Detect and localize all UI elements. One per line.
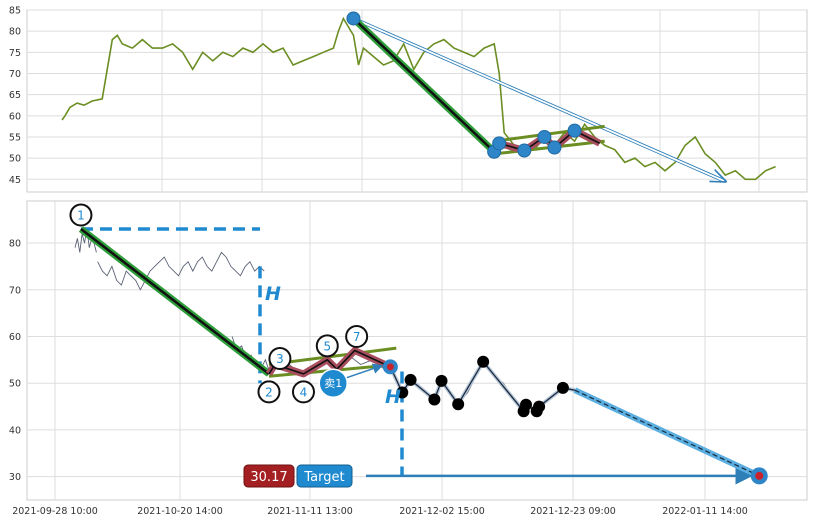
pivot-label: 4 — [300, 385, 308, 399]
down-leg — [80, 228, 270, 375]
detail-price-line — [97, 251, 265, 291]
overview-pivot-marker — [567, 123, 582, 138]
overview-pivot-marker — [346, 11, 361, 26]
detail-y-tick-label: 30 — [9, 472, 21, 483]
breakout-point — [386, 363, 394, 371]
pivot-label-circle — [268, 347, 292, 371]
sell-signal-label: 卖1 — [324, 377, 342, 390]
overview-pivot-marker — [517, 143, 532, 158]
target-value-box — [243, 464, 295, 488]
overview-down-leg — [352, 17, 496, 153]
pivot-label: 2 — [265, 385, 273, 399]
target-value: 30.17 — [250, 470, 287, 485]
projection-marker — [396, 386, 409, 399]
pivot-label: 7 — [353, 330, 361, 344]
overview-grid — [27, 9, 807, 192]
overview-panel: 45 50 55 60 65 70 75 80 85 — [9, 6, 808, 193]
overview-y-tick-label: 55 — [9, 132, 21, 143]
detail-pivot-points: 1 2 3 4 5 7 — [69, 203, 369, 404]
sell-signal: 卖1 — [318, 368, 348, 398]
target-leg — [574, 389, 760, 477]
target-label-box — [296, 464, 353, 488]
detail-x-axis: 2021-09-28 10:00 2021-10-20 14:00 2021-11-… — [12, 506, 748, 517]
overview-y-axis: 45 50 55 60 65 70 75 80 85 — [9, 6, 21, 186]
detail-x-tick-label: 2021-11-11 13:00 — [267, 506, 353, 517]
detail-grid — [27, 201, 807, 500]
pivot-label: 3 — [276, 352, 284, 366]
projection-marker — [435, 374, 448, 387]
detail-y-tick-label: 70 — [9, 285, 21, 296]
detail-y-tick-label: 40 — [9, 425, 21, 436]
target-badge: 30.17 Target — [243, 464, 353, 488]
overview-y-tick-label: 85 — [9, 6, 21, 17]
detail-x-tick-label: 2021-12-23 09:00 — [530, 506, 616, 517]
projection-marker — [404, 373, 417, 386]
pivot-label-circle — [291, 380, 315, 404]
overview-pivot-marker — [492, 136, 507, 151]
pivot-label-circle — [315, 334, 339, 358]
detail-panel: 30 40 50 60 70 80 2021-09-28 10:00 2021-10-20 … — [9, 200, 808, 517]
projection-marker — [452, 398, 465, 411]
overview-pivot-marker — [547, 140, 562, 155]
target-point — [755, 471, 764, 480]
projection-marker — [533, 400, 546, 413]
height-label-upper: H — [265, 283, 281, 305]
overview-y-tick-label: 75 — [9, 48, 21, 59]
projection-marker — [477, 355, 490, 368]
projection-marker — [556, 381, 569, 394]
pivot-label: 5 — [323, 339, 331, 353]
overview-y-tick-label: 50 — [9, 154, 21, 165]
detail-y-tick-label: 50 — [9, 379, 21, 390]
detail-pattern — [78, 226, 768, 485]
overview-y-tick-label: 45 — [9, 175, 21, 186]
pivot-label: 1 — [77, 209, 85, 223]
overview-y-tick-label: 70 — [9, 69, 21, 80]
projection-marker — [428, 393, 441, 406]
height-label-lower: H — [385, 386, 401, 408]
detail-y-tick-label: 80 — [9, 239, 21, 250]
overview-y-tick-label: 80 — [9, 27, 21, 38]
sell-signal-marker — [318, 368, 348, 398]
overview-pattern — [346, 11, 726, 184]
projection-marker — [520, 398, 533, 411]
detail-y-tick-label: 60 — [9, 332, 21, 343]
pivot-label-circle — [69, 203, 93, 227]
overview-y-tick-label: 65 — [9, 90, 21, 101]
detail-plot-area — [26, 200, 808, 501]
overview-pivot-marker — [537, 129, 552, 144]
sell-signal-arrow — [344, 363, 384, 379]
overview-target-line — [353, 17, 726, 182]
detail-x-tick-label: 2021-09-28 10:00 — [12, 506, 98, 517]
target-label: Target — [303, 470, 344, 485]
overview-y-tick-label: 60 — [9, 111, 21, 122]
detail-x-tick-label: 2022-01-11 14:00 — [662, 506, 748, 517]
pivot-label-circle — [345, 325, 369, 348]
detail-x-tick-label: 2021-12-02 15:00 — [399, 506, 485, 517]
detail-y-axis: 30 40 50 60 70 80 — [9, 239, 21, 484]
detail-x-tick-label: 2021-10-20 14:00 — [137, 506, 223, 517]
pivot-label-circle — [257, 380, 281, 404]
